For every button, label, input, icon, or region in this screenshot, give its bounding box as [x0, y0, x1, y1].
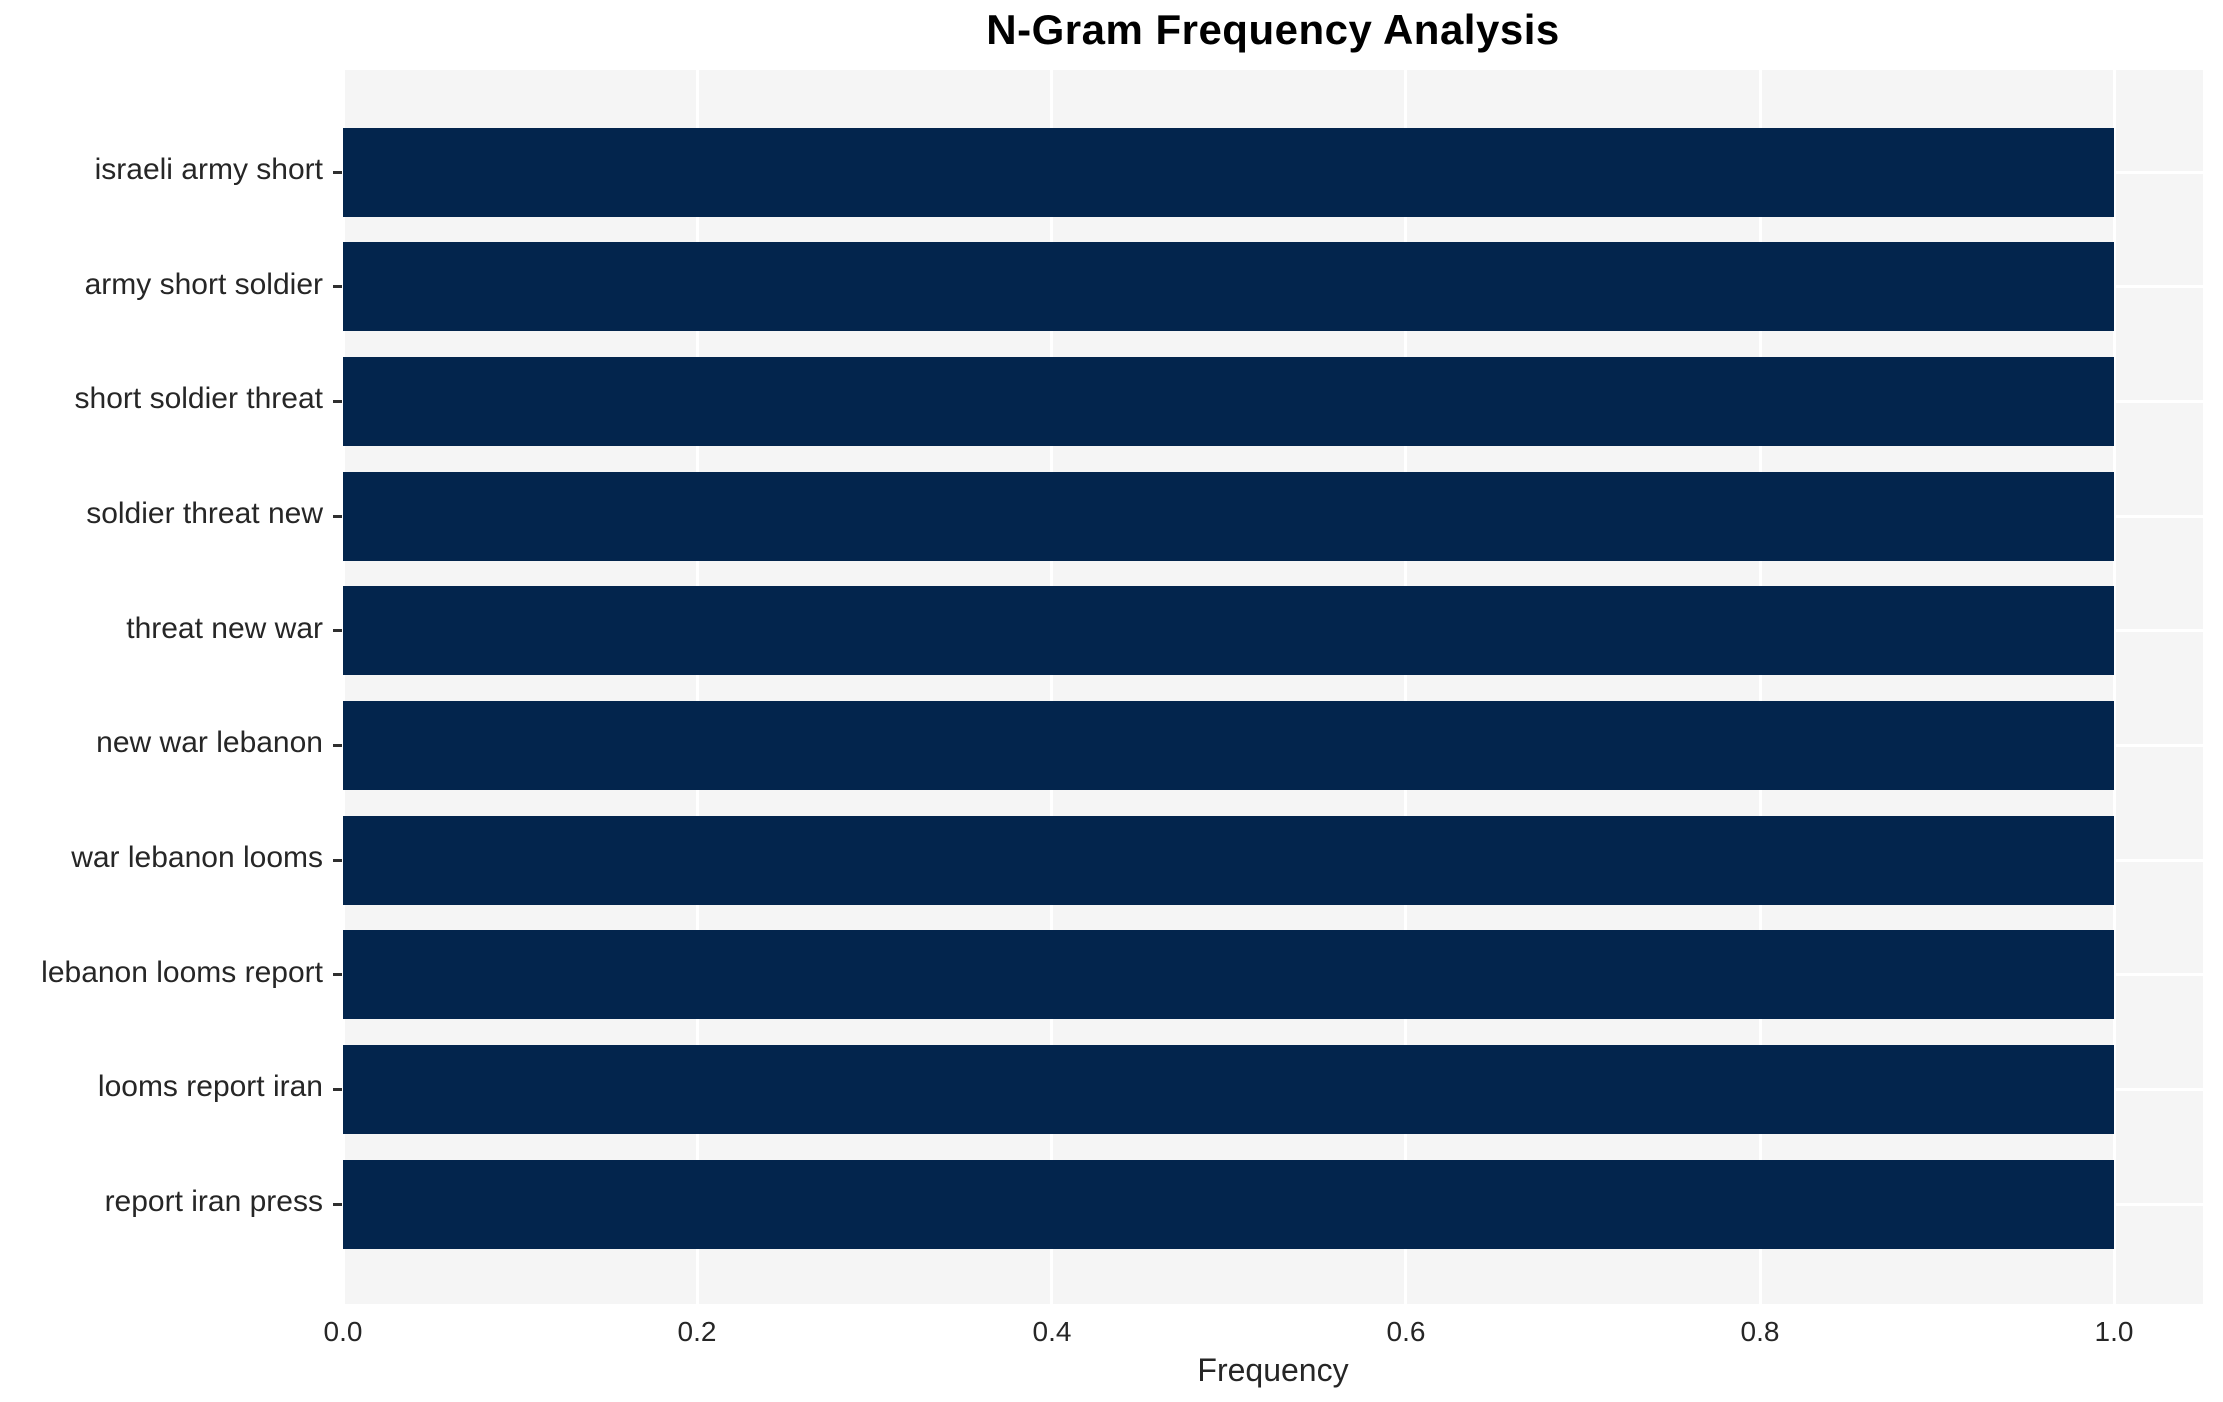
- bar: [343, 472, 2114, 561]
- gridline-x: [696, 70, 699, 1304]
- y-axis-label: lebanon looms report: [41, 956, 323, 989]
- bar: [343, 242, 2114, 331]
- y-axis-label: report iran press: [104, 1185, 323, 1218]
- y-axis-label: short soldier threat: [74, 382, 323, 415]
- y-tick-mark: [333, 1088, 342, 1091]
- x-tick-label: 0.4: [1032, 1316, 1072, 1347]
- y-axis-label: looms report iran: [97, 1070, 323, 1103]
- x-tick-label: 0.6: [1386, 1316, 1426, 1347]
- gridline-x: [1404, 70, 1407, 1304]
- bar: [343, 1160, 2114, 1249]
- x-tick-label: 1.0: [2094, 1316, 2134, 1347]
- bar: [343, 701, 2114, 790]
- bar: [343, 1045, 2114, 1134]
- plot-area: [342, 70, 2203, 1304]
- y-axis-label: war lebanon looms: [71, 841, 323, 874]
- gridline-x: [1050, 70, 1053, 1304]
- y-axis-label: israeli army short: [94, 153, 323, 186]
- bar: [343, 816, 2114, 905]
- chart-title: N-Gram Frequency Analysis: [986, 6, 1560, 53]
- y-tick-mark: [333, 744, 342, 747]
- gridline-x: [2113, 70, 2116, 1304]
- x-tick-label: 0.2: [677, 1316, 717, 1347]
- y-tick-mark: [333, 629, 342, 632]
- y-tick-mark: [333, 515, 342, 518]
- y-axis-label: new war lebanon: [96, 726, 323, 759]
- bar: [343, 357, 2114, 446]
- y-tick-mark: [333, 400, 342, 403]
- y-axis-label: threat new war: [126, 612, 323, 645]
- y-tick-mark: [333, 285, 342, 288]
- x-tick-label: 0.0: [323, 1316, 363, 1347]
- y-tick-mark: [333, 1203, 342, 1206]
- bar: [343, 128, 2114, 217]
- y-tick-mark: [333, 859, 342, 862]
- gridline-x: [342, 70, 345, 1304]
- gridline-x: [1759, 70, 1762, 1304]
- x-axis-title: Frequency: [1197, 1352, 1349, 1388]
- x-tick-label: 0.8: [1740, 1316, 1780, 1347]
- y-tick-mark: [333, 171, 342, 174]
- y-axis-label: army short soldier: [84, 268, 323, 301]
- y-tick-mark: [333, 973, 342, 976]
- bar: [343, 930, 2114, 1019]
- y-axis-label: soldier threat new: [86, 497, 323, 530]
- bar: [343, 586, 2114, 675]
